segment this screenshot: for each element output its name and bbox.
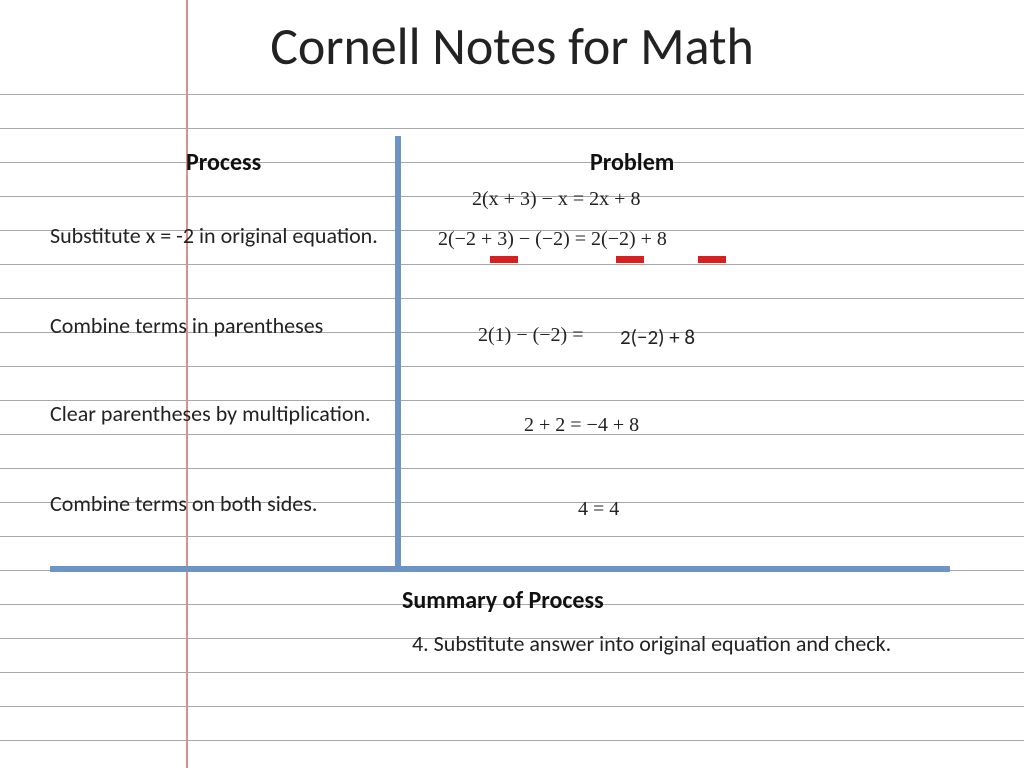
equation-substituted: 2(−2 + 3) − (−2) = 2(−2) + 8 [438, 228, 667, 251]
ruled-line [0, 740, 1024, 741]
ruled-line [0, 672, 1024, 673]
notebook-margin-line [186, 0, 188, 768]
ruled-line [0, 128, 1024, 129]
process-step: Substitute x = -2 in original equation. [50, 222, 378, 250]
equation-combine-right: 2(−2) + 8 [620, 324, 695, 350]
equation-final: 4 = 4 [578, 498, 619, 521]
process-step: Clear parentheses by multiplication. [50, 400, 371, 428]
process-column-header: Process [186, 148, 261, 177]
process-step: Combine terms in parentheses [50, 312, 323, 340]
ruled-line [0, 434, 1024, 435]
ruled-line [0, 706, 1024, 707]
red-emphasis-dash [698, 256, 726, 263]
cornell-divider-vertical [395, 136, 401, 570]
red-emphasis-dash [490, 256, 518, 263]
ruled-line [0, 298, 1024, 299]
ruled-line [0, 366, 1024, 367]
equation-original: 2(x + 3) − x = 2x + 8 [472, 188, 640, 211]
cornell-divider-horizontal [50, 566, 950, 572]
ruled-line [0, 94, 1024, 95]
ruled-line [0, 264, 1024, 265]
process-step: Combine terms on both sides. [50, 490, 317, 518]
problem-column-header: Problem [590, 148, 674, 177]
equation-combine-left: 2(1) − (−2) = [478, 324, 583, 347]
summary-text: 4. Substitute answer into original equat… [412, 630, 891, 659]
ruled-line [0, 162, 1024, 163]
summary-header: Summary of Process [402, 586, 604, 615]
ruled-line [0, 468, 1024, 469]
equation-cleared: 2 + 2 = −4 + 8 [524, 414, 639, 437]
page-title: Cornell Notes for Math [0, 14, 1024, 78]
red-emphasis-dash [616, 256, 644, 263]
ruled-line [0, 536, 1024, 537]
